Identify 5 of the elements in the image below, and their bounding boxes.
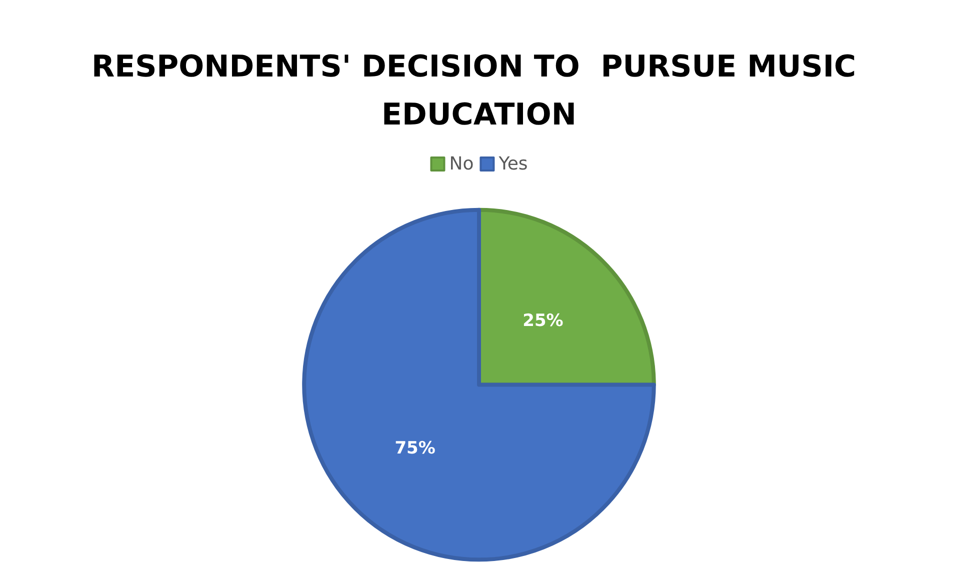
data-label: 75%	[394, 438, 436, 459]
legend-label: No	[449, 154, 474, 174]
data-label: 25%	[522, 310, 564, 331]
legend-label: Yes	[498, 154, 528, 174]
chart-title: RESPONDENTS' DECISION TO PURSUE MUSIC EDUCATION	[91, 50, 867, 132]
